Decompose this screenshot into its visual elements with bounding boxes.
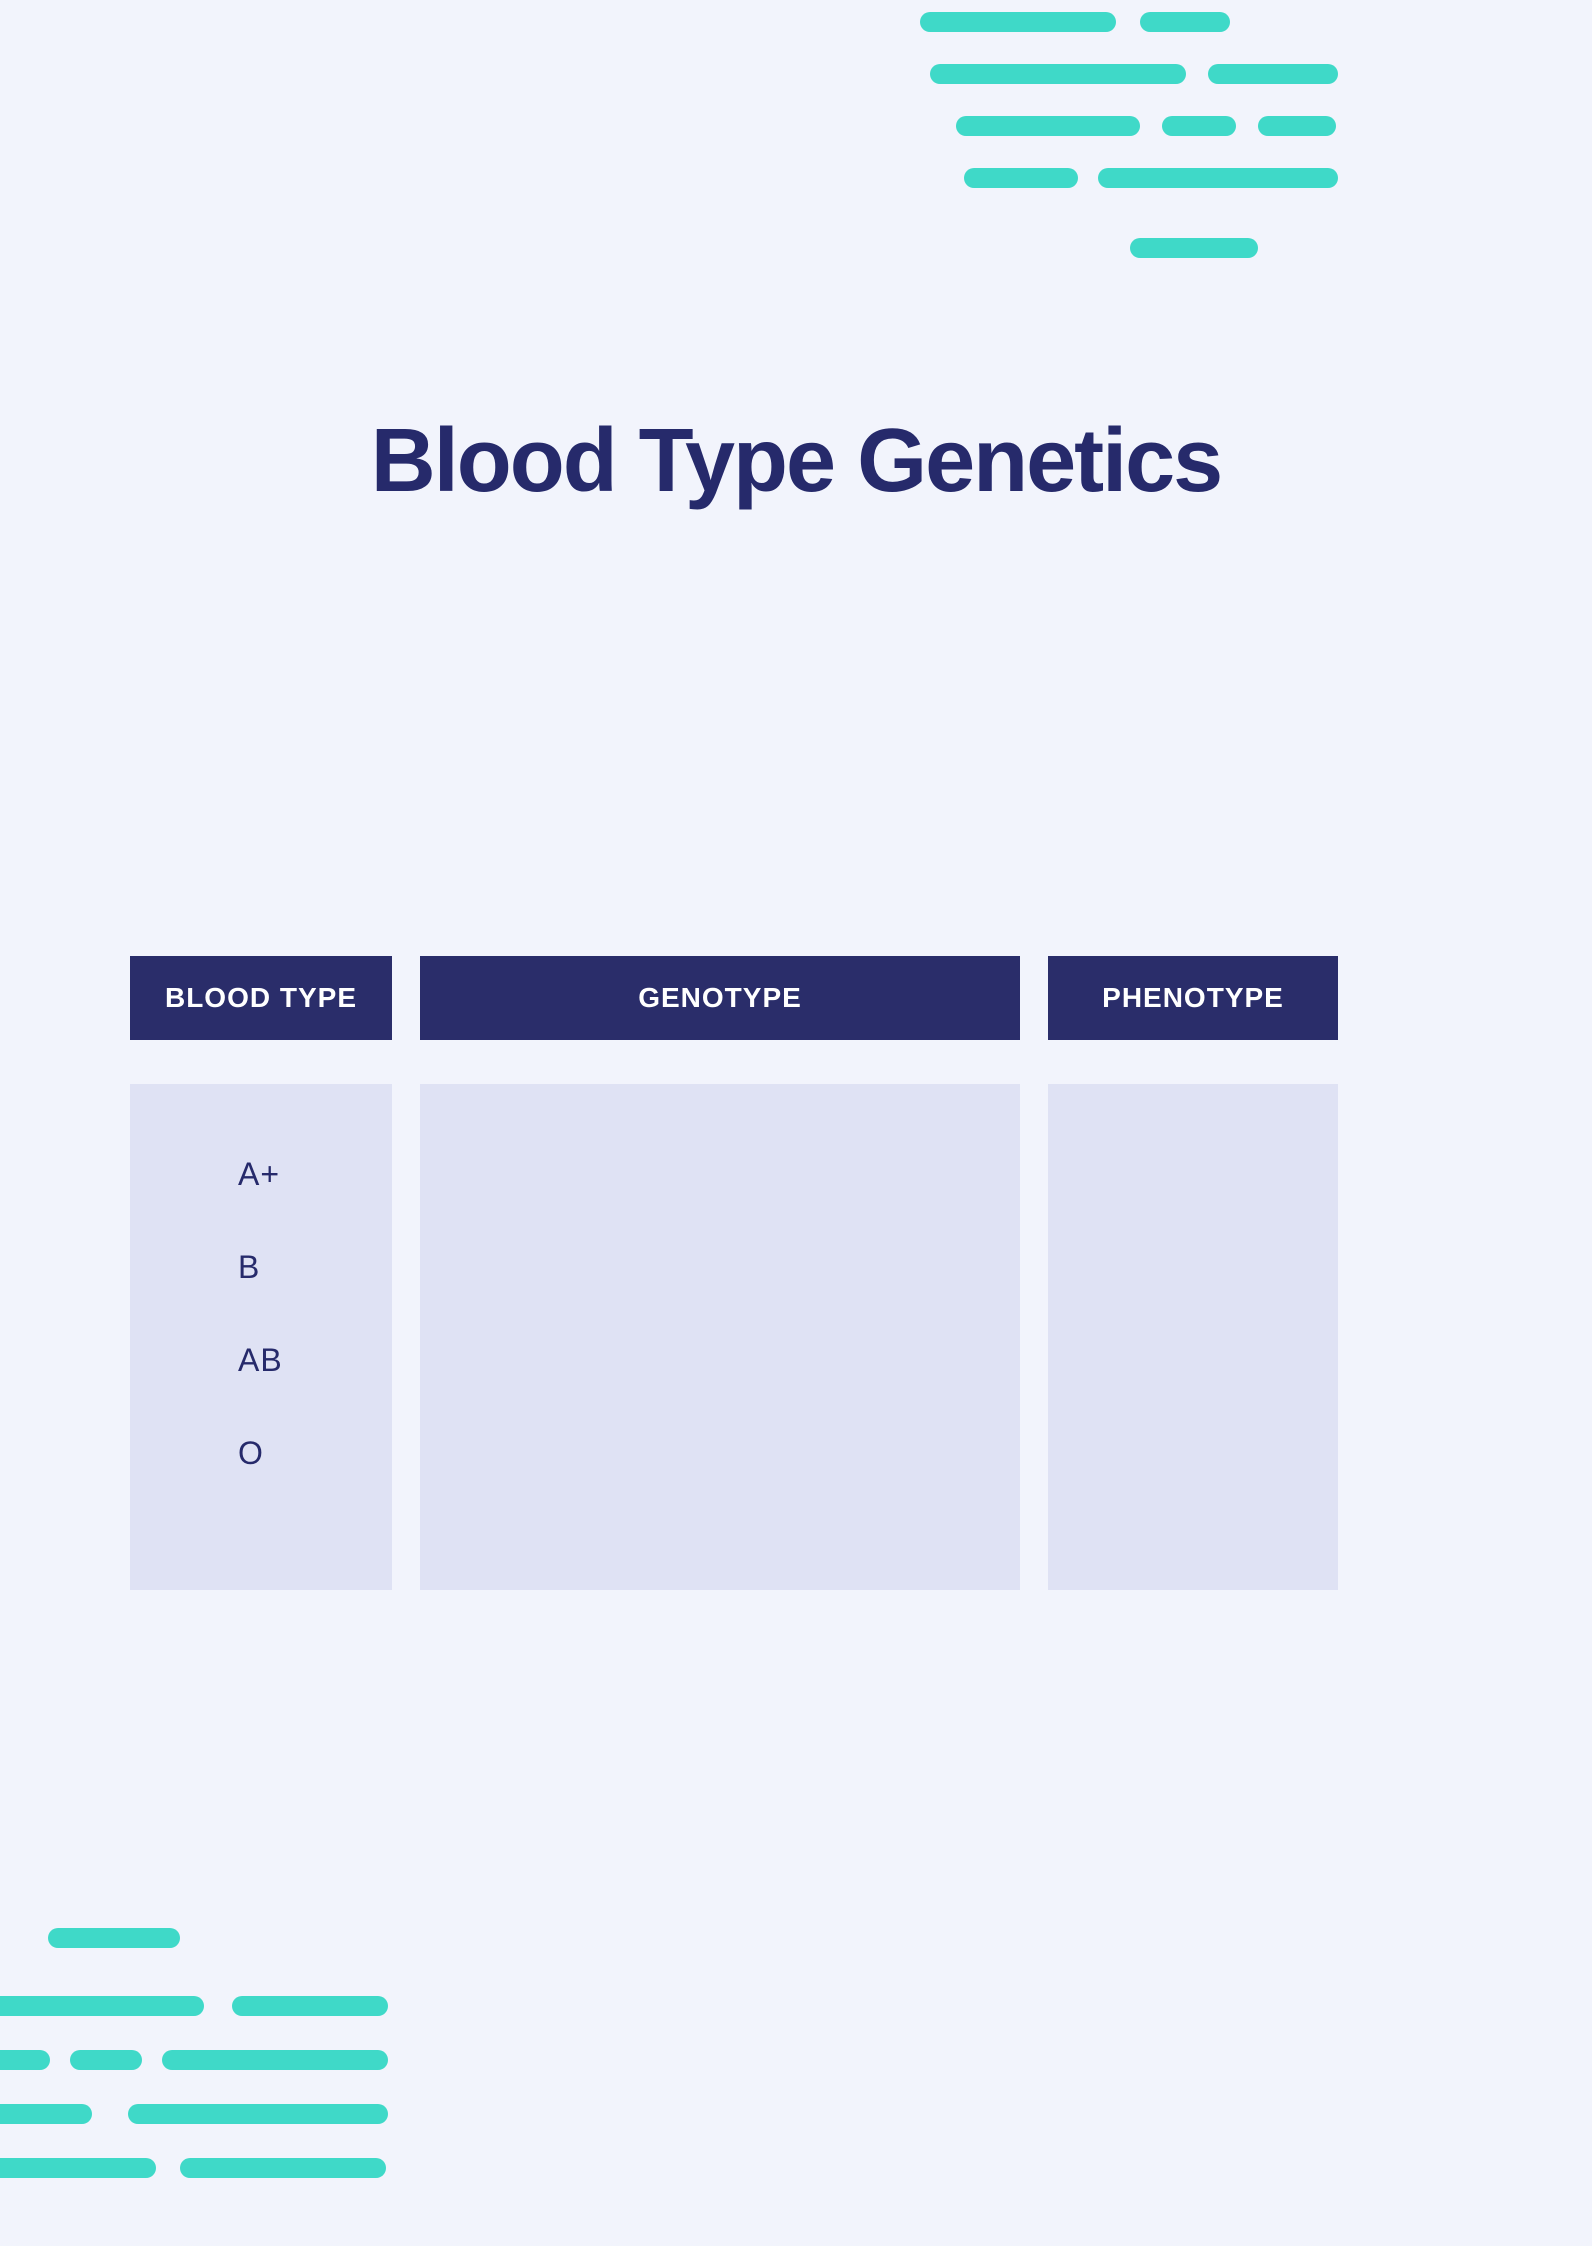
body-blood-type: A+ B AB O xyxy=(130,1084,392,1590)
header-blood-type: BLOOD TYPE xyxy=(130,956,392,1040)
deco-bar xyxy=(0,2158,156,2178)
deco-bar xyxy=(180,2158,386,2178)
deco-bar xyxy=(964,168,1078,188)
table-header-row: BLOOD TYPE GENOTYPE PHENOTYPE xyxy=(130,956,1462,1040)
deco-bar xyxy=(0,1996,204,2016)
deco-bar xyxy=(48,1928,180,1948)
deco-bar xyxy=(162,2050,388,2070)
table-body-row: A+ B AB O xyxy=(130,1084,1462,1590)
deco-bar xyxy=(956,116,1140,136)
deco-bar xyxy=(1130,238,1258,258)
genetics-table: BLOOD TYPE GENOTYPE PHENOTYPE A+ B AB O xyxy=(130,956,1462,1590)
blood-type-item: AB xyxy=(238,1342,392,1379)
deco-bar xyxy=(0,2104,92,2124)
header-genotype: GENOTYPE xyxy=(420,956,1020,1040)
deco-bar xyxy=(920,12,1116,32)
deco-bar xyxy=(1140,12,1230,32)
blood-type-item: B xyxy=(238,1249,392,1286)
deco-bar xyxy=(1162,116,1236,136)
deco-bar xyxy=(930,64,1186,84)
deco-bar xyxy=(1208,64,1338,84)
body-genotype xyxy=(420,1084,1020,1590)
deco-bar xyxy=(232,1996,388,2016)
deco-bar xyxy=(1258,116,1336,136)
deco-bar xyxy=(1098,168,1338,188)
header-phenotype: PHENOTYPE xyxy=(1048,956,1338,1040)
deco-bar xyxy=(128,2104,388,2124)
deco-bar xyxy=(70,2050,142,2070)
page-title: Blood Type Genetics xyxy=(0,410,1592,513)
blood-type-item: A+ xyxy=(238,1156,392,1193)
deco-bar xyxy=(0,2050,50,2070)
blood-type-item: O xyxy=(238,1435,392,1472)
body-phenotype xyxy=(1048,1084,1338,1590)
